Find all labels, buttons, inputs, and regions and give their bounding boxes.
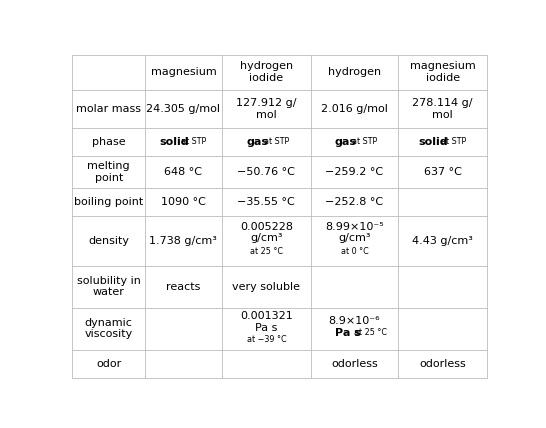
Text: 278.114 g/
mol: 278.114 g/ mol	[412, 98, 473, 119]
Text: magnesium: magnesium	[151, 67, 216, 77]
Text: molar mass: molar mass	[76, 104, 141, 114]
Text: −35.55 °C: −35.55 °C	[238, 197, 295, 207]
Text: density: density	[88, 236, 129, 246]
Text: gas: gas	[246, 137, 268, 147]
Text: gas: gas	[334, 137, 356, 147]
Text: phase: phase	[92, 137, 126, 147]
Text: −252.8 °C: −252.8 °C	[325, 197, 383, 207]
Text: odorless: odorless	[419, 359, 466, 369]
Text: 8.99×10⁻⁵
g/cm³: 8.99×10⁻⁵ g/cm³	[325, 222, 384, 243]
Text: very soluble: very soluble	[233, 282, 300, 292]
Text: 127.912 g/
mol: 127.912 g/ mol	[236, 98, 296, 119]
Text: solid: solid	[159, 137, 189, 147]
Text: 648 °C: 648 °C	[164, 167, 203, 177]
Text: melting
point: melting point	[87, 161, 130, 183]
Text: 24.305 g/mol: 24.305 g/mol	[146, 104, 221, 114]
Text: at STP: at STP	[181, 137, 206, 146]
Text: odorless: odorless	[331, 359, 378, 369]
Text: 1.738 g/cm³: 1.738 g/cm³	[150, 236, 217, 246]
Text: at 25 °C: at 25 °C	[250, 247, 283, 256]
Text: hydrogen
iodide: hydrogen iodide	[240, 62, 293, 83]
Text: 4.43 g/cm³: 4.43 g/cm³	[412, 236, 473, 246]
Text: magnesium
iodide: magnesium iodide	[410, 62, 476, 83]
Text: 637 °C: 637 °C	[424, 167, 461, 177]
Text: −50.76 °C: −50.76 °C	[238, 167, 295, 177]
Text: 8.9×10⁻⁶: 8.9×10⁻⁶	[329, 316, 380, 327]
Text: 0.001321
Pa s: 0.001321 Pa s	[240, 311, 293, 333]
Text: at STP: at STP	[264, 137, 289, 146]
Text: solubility in
water: solubility in water	[77, 276, 141, 297]
Text: at STP: at STP	[352, 137, 378, 146]
Text: 1090 °C: 1090 °C	[161, 197, 206, 207]
Text: 0.005228
g/cm³: 0.005228 g/cm³	[240, 222, 293, 243]
Text: at −39 °C: at −39 °C	[247, 335, 286, 344]
Text: odor: odor	[96, 359, 121, 369]
Text: −259.2 °C: −259.2 °C	[325, 167, 383, 177]
Text: boiling point: boiling point	[74, 197, 144, 207]
Text: dynamic
viscosity: dynamic viscosity	[85, 318, 133, 339]
Text: solid: solid	[418, 137, 448, 147]
Text: at STP: at STP	[441, 137, 466, 146]
Text: at 25 °C: at 25 °C	[354, 328, 387, 337]
Text: Pa s: Pa s	[335, 327, 361, 338]
Text: 2.016 g/mol: 2.016 g/mol	[321, 104, 388, 114]
Text: hydrogen: hydrogen	[328, 67, 381, 77]
Text: reacts: reacts	[166, 282, 200, 292]
Text: at 0 °C: at 0 °C	[341, 247, 369, 256]
